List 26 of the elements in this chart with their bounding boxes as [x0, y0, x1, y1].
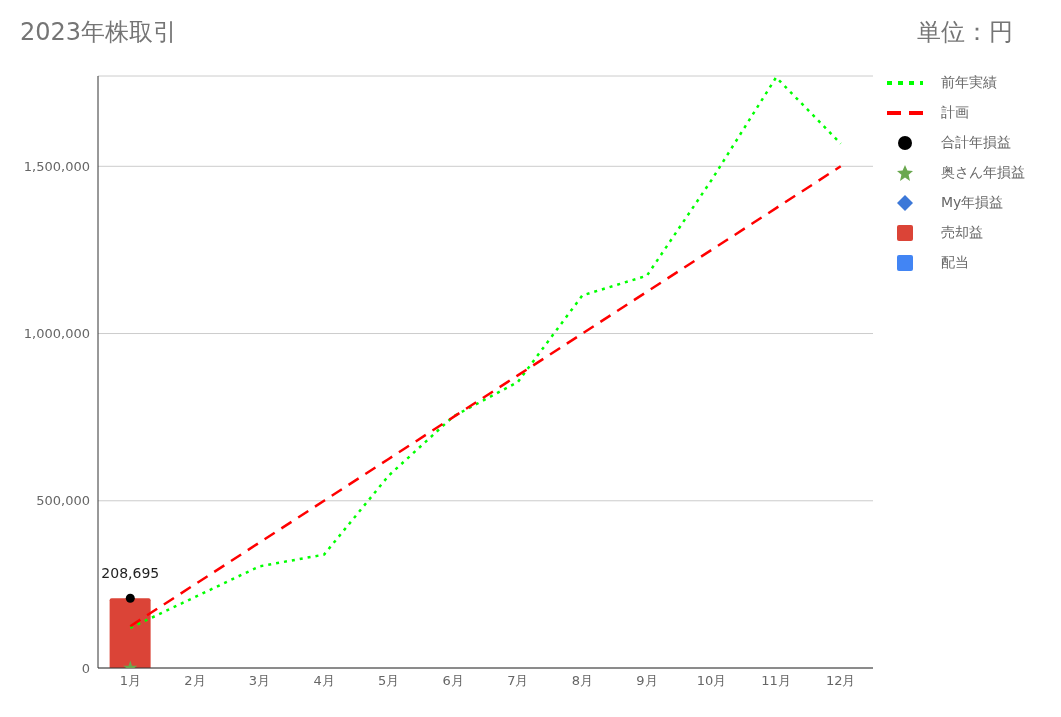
x-tick-label: 8月	[571, 673, 594, 689]
x-tick-label: 6月	[442, 673, 464, 689]
legend-label: 配当	[941, 254, 969, 272]
x-tick-label: 10月	[696, 673, 727, 689]
y-tick-label: 1,500,000	[23, 158, 90, 174]
legend-label: My年損益	[941, 194, 1004, 212]
data-label: 208,695	[101, 564, 160, 581]
x-tick-label: 9月	[636, 673, 658, 689]
y-tick-label: 0	[81, 660, 90, 676]
y-tick-label: 500,000	[36, 493, 90, 509]
legend-label: 前年実績	[941, 74, 997, 92]
legend-label: 売却益	[941, 224, 983, 242]
x-tick-label: 5月	[377, 673, 400, 689]
legend-label: 合計年損益	[941, 134, 1011, 152]
x-tick-label: 7月	[507, 673, 529, 689]
x-tick-label: 1月	[119, 673, 141, 689]
legend-label: 計画	[941, 104, 969, 122]
legend-label: 奥さん年損益	[941, 164, 1025, 182]
y-tick-label: 1,000,000	[23, 326, 90, 342]
x-tick-label: 2月	[184, 673, 206, 689]
x-tick-label: 3月	[248, 673, 271, 689]
text: 単位：円	[917, 17, 1013, 48]
x-tick-label: 12月	[825, 673, 856, 689]
chart-title: 2023年株取引	[20, 17, 178, 48]
x-tick-label: 4月	[313, 673, 335, 689]
x-tick-label: 11月	[761, 673, 791, 689]
